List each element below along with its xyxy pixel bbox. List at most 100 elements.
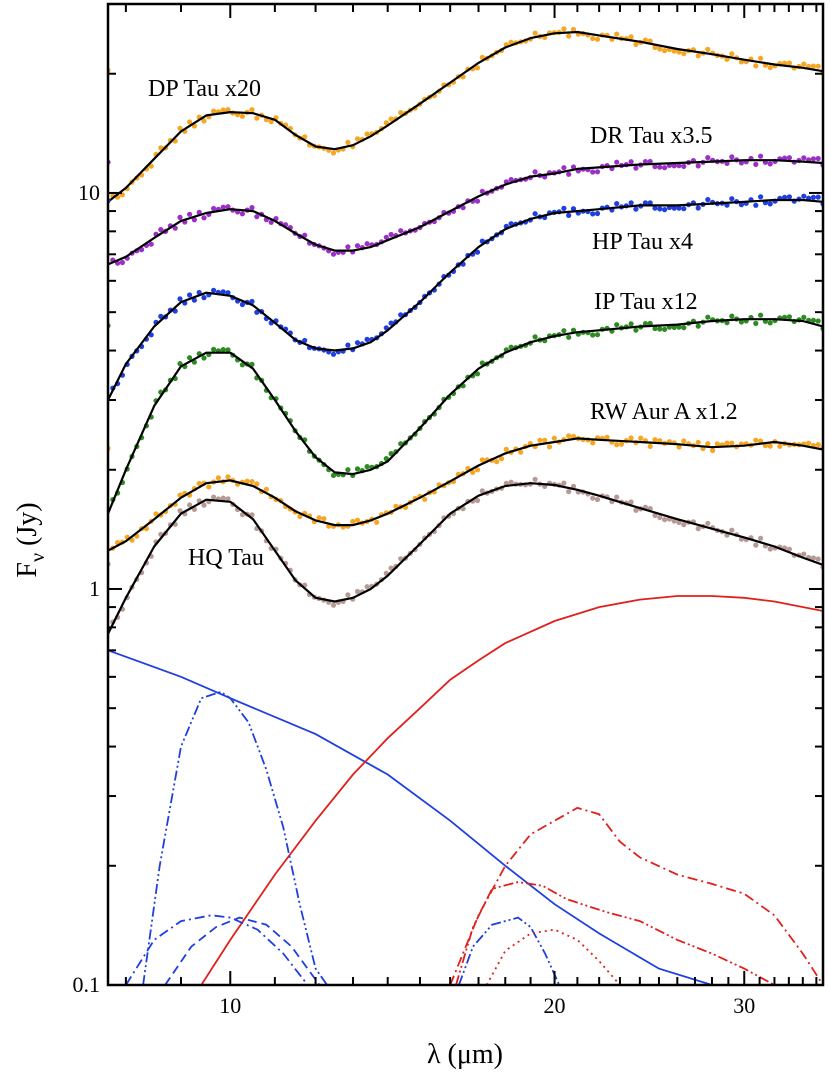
data-point: [177, 508, 183, 514]
data-point: [532, 30, 538, 36]
component-blue-dash-dot-dot-big: [142, 690, 328, 985]
data-point: [532, 169, 538, 175]
spectrum-hp-tau: [108, 193, 823, 401]
data-point: [633, 206, 639, 212]
y-tick-label: 0.1: [73, 972, 101, 997]
plot-area: 0.1 1 10 10 20 30: [73, 2, 825, 1018]
data-point: [753, 202, 759, 208]
data-point: [786, 155, 793, 161]
data-point: [330, 472, 337, 478]
spectrum-dr-tau: [108, 153, 823, 266]
label-dr-tau: DR Tau x3.5: [590, 123, 713, 149]
data-point: [220, 289, 226, 295]
data-point: [561, 165, 567, 171]
data-point: [590, 332, 596, 338]
data-point: [786, 546, 793, 552]
data-point: [354, 517, 361, 523]
data-point: [479, 457, 485, 463]
data-point: [767, 546, 773, 552]
data-point: [642, 200, 649, 206]
star-labels: DP Tau x20 DR Tau x3.5 HP Tau x4 IP Tau …: [148, 76, 738, 571]
data-point: [628, 321, 634, 327]
data-point: [810, 63, 817, 69]
data-point: [263, 486, 269, 492]
data-point: [671, 163, 677, 169]
x-tick-label: 10: [219, 993, 241, 1018]
data-point: [187, 502, 193, 508]
data-point: [758, 194, 764, 200]
data-point: [211, 108, 217, 114]
data-point: [187, 211, 193, 217]
data-point: [388, 116, 394, 122]
data-point: [508, 39, 514, 45]
data-point: [618, 441, 625, 447]
data-point: [695, 526, 701, 532]
data-point: [815, 556, 821, 562]
data-point: [470, 469, 476, 475]
data-point: [801, 551, 807, 557]
data-point: [786, 60, 793, 66]
data-point: [801, 61, 807, 67]
data-point: [561, 328, 567, 334]
data-point: [705, 441, 711, 447]
data-point: [345, 592, 351, 598]
data-point: [662, 326, 668, 332]
spectrum-ip-tau: [108, 312, 823, 515]
label-dp-tau: DP Tau x20: [148, 76, 261, 102]
data-point: [354, 340, 361, 346]
data-point: [498, 456, 505, 462]
data-point: [225, 347, 231, 353]
data-point: [177, 125, 183, 131]
data-point: [614, 159, 620, 165]
data-point: [758, 312, 764, 318]
data-point: [211, 494, 217, 500]
data-point: [801, 155, 807, 161]
data-point: [249, 107, 255, 113]
model-fit-rw-aur-a: [108, 437, 823, 552]
model-fit-dr-tau: [108, 159, 823, 266]
data-point: [330, 602, 337, 608]
data-point: [729, 313, 735, 319]
label-rw-aur-a: RW Aur A x1.2: [590, 399, 738, 425]
data-point: [604, 434, 610, 440]
data-point: [695, 439, 701, 445]
data-point: [508, 177, 514, 183]
data-point: [383, 456, 389, 462]
data-point: [633, 165, 639, 171]
data-point: [815, 442, 821, 448]
x-tick-label: 30: [733, 993, 755, 1018]
data-point: [561, 480, 567, 486]
data-point: [810, 317, 817, 323]
data-point: [681, 325, 687, 331]
data-point: [705, 314, 711, 320]
data-point: [681, 522, 687, 528]
data-point: [628, 200, 634, 206]
data-point: [753, 542, 759, 548]
data-point: [364, 584, 370, 590]
data-point: [628, 34, 634, 40]
x-tick-label: 20: [544, 993, 566, 1018]
data-point: [801, 193, 807, 199]
data-point: [388, 231, 394, 238]
data-point: [201, 118, 207, 124]
data-point: [354, 466, 361, 472]
data-point: [566, 33, 572, 39]
data-point: [652, 437, 658, 443]
data-point: [316, 515, 322, 521]
data-point: [254, 481, 260, 487]
data-point: [642, 159, 649, 165]
data-point: [148, 163, 154, 169]
data-point: [566, 171, 572, 177]
data-point: [652, 44, 658, 51]
x-axis-title: λ (μm): [427, 1039, 503, 1070]
data-point: [225, 107, 231, 113]
data-point: [614, 494, 620, 500]
data-point: [681, 163, 687, 169]
data-point: [676, 324, 682, 330]
data-point: [225, 204, 231, 210]
data-point: [158, 313, 164, 319]
data-point: [474, 371, 481, 377]
data-point: [177, 296, 183, 302]
data-point: [590, 495, 596, 501]
